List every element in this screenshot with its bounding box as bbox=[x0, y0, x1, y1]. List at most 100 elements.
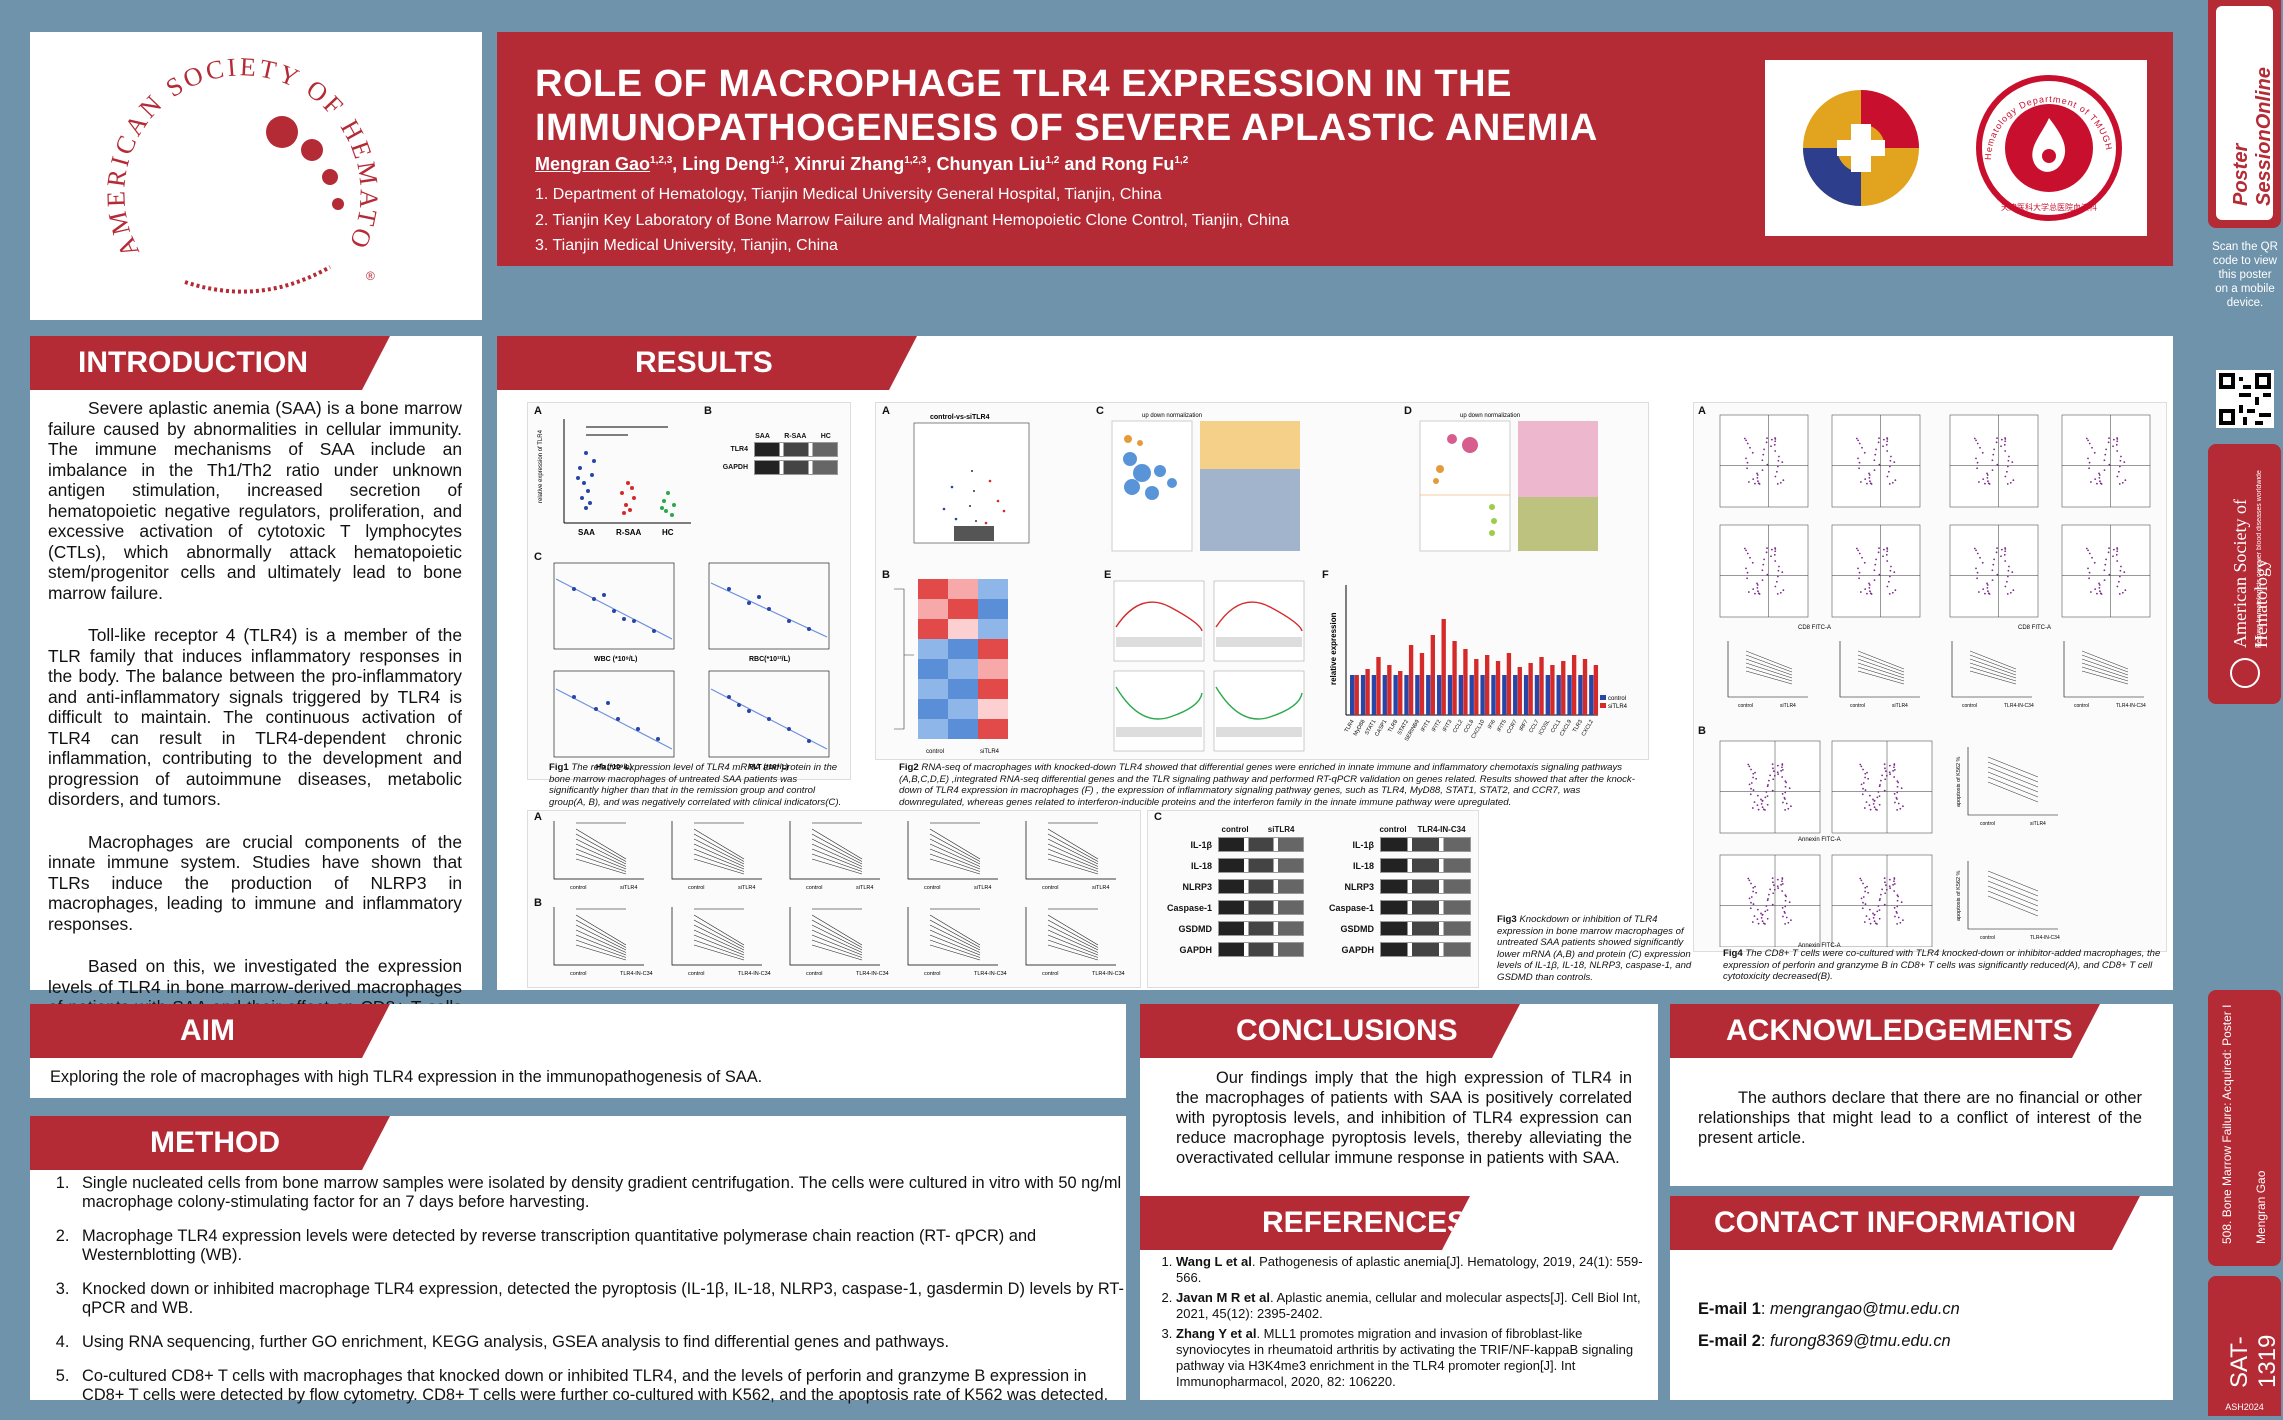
flow-plot bbox=[1949, 414, 2039, 508]
paired-plot: control TLR4-IN-C34 bbox=[671, 907, 771, 977]
fig3-caption: Fig3 Knockdown or inhibition of TLR4 exp… bbox=[1497, 914, 1692, 983]
conclusions-heading: CONCLUSIONS bbox=[1140, 1004, 1520, 1058]
affiliation-2: 2. Tianjin Key Laboratory of Bone Marrow… bbox=[535, 211, 1290, 229]
references-heading: REFERENCES bbox=[1140, 1196, 1470, 1250]
svg-text:control: control bbox=[926, 749, 944, 755]
axis-label: Annexin FITC-A bbox=[1798, 943, 1841, 947]
paired-plot: control siTLR4 bbox=[907, 821, 998, 891]
fig1-panel-a: A bbox=[534, 405, 542, 417]
fig1-dots bbox=[576, 451, 596, 510]
fig4-caption: Fig4 The CD8+ T cells were co-cultured w… bbox=[1723, 948, 2161, 983]
axis-tick-label: control bbox=[1962, 703, 1977, 709]
bar-sitlr4 bbox=[1463, 649, 1468, 715]
fig2-gsea-plots bbox=[1113, 580, 1305, 752]
fig2-bar-chart: relative expression control siTLR4 TLR4M… bbox=[1329, 585, 1628, 742]
intro-paragraph-1: Severe aplastic anemia (SAA) is a bone m… bbox=[48, 398, 462, 603]
method-step-3: Knocked down or inhibited macrophage TLR… bbox=[74, 1280, 1132, 1318]
axis-tick-label: TLR4-IN-C34 bbox=[620, 971, 653, 977]
method-step-1: Single nucleated cells from bone marrow … bbox=[74, 1174, 1132, 1212]
bar-sitlr4 bbox=[1387, 665, 1392, 715]
axis-tick-label: control bbox=[1738, 703, 1753, 709]
svg-text:relative expression: relative expression bbox=[1329, 612, 1338, 685]
sidebar-ash-icon bbox=[2230, 658, 2260, 688]
axis-tick-label: control bbox=[1850, 703, 1865, 709]
paired-plot: control TLR4-IN-C34 bbox=[1025, 907, 1125, 977]
method-panel: METHOD Single nucleated cells from bone … bbox=[30, 1116, 1126, 1404]
fig2-bubble-chart-d: up down normalization bbox=[1419, 413, 1598, 552]
axis-tick-label: control bbox=[570, 971, 587, 977]
svg-text:SAA: SAA bbox=[578, 528, 595, 537]
axis-tick-label: TLR4-IN-C34 bbox=[1092, 971, 1125, 977]
fig2-caption: Fig2 RNA-seq of macrophages with knocked… bbox=[899, 762, 1635, 808]
email-2-link[interactable]: furong8369@tmu.edu.cn bbox=[1769, 1332, 1951, 1350]
ash-logo-text: AMERICAN SOCIETY OF HEMATOLOGY bbox=[19, 9, 381, 262]
paired-plot: control TLR4-IN-C34 bbox=[907, 907, 1007, 977]
method-list: Single nucleated cells from bone marrow … bbox=[52, 1174, 1132, 1420]
sidebar-ash-tagline: Helping hematologists conquer blood dise… bbox=[2256, 470, 2263, 648]
gene-label: CCR7 bbox=[1506, 719, 1519, 735]
axis-tick-label: TLR4-IN-C34 bbox=[2116, 703, 2146, 709]
bar-control bbox=[1382, 675, 1387, 715]
author-1: Mengran Gao1,2,3 bbox=[535, 154, 673, 174]
bar-control bbox=[1458, 675, 1464, 715]
acknowledgements-text: The authors declare that there are no fi… bbox=[1698, 1089, 2142, 1147]
flow-plot bbox=[1719, 414, 1809, 508]
fig4-flow-plots: CD8 FITC-A CD8 FITC-A control siTLR4 control… bbox=[1719, 414, 2151, 947]
email-1-link[interactable]: mengrangao@tmu.edu.cn bbox=[1769, 1300, 1960, 1318]
axis-tick-label: siTLR4 bbox=[1780, 703, 1796, 709]
bar-sitlr4 bbox=[1485, 655, 1490, 715]
axis-tick-label: control bbox=[806, 971, 823, 977]
sidebar-brand-block: Poster SessionOnline bbox=[2208, 0, 2281, 228]
fig3-blot-left: control siTLR4 IL-1β IL-18 NLRP3 Caspase-… bbox=[1154, 825, 1304, 960]
bar-sitlr4 bbox=[1593, 665, 1599, 715]
bar-control bbox=[1360, 675, 1366, 715]
bar-sitlr4 bbox=[1561, 661, 1566, 715]
title-line-2: IMMUNOPATHOGENESIS OF SEVERE APLASTIC AN… bbox=[535, 107, 1598, 149]
paired-plot: control TLR4-IN-C34 bbox=[553, 907, 653, 977]
bar-sitlr4 bbox=[1354, 675, 1359, 715]
sidebar-id-block: SAT-1319 ASH2024 bbox=[2208, 1276, 2281, 1416]
axis-tick-label: control bbox=[1042, 971, 1059, 977]
fig2-term-table-c bbox=[1200, 421, 1300, 551]
bar-sitlr4 bbox=[1495, 661, 1501, 715]
flow-plot bbox=[2061, 414, 2151, 508]
ash-logo: AMERICAN SOCIETY OF HEMATOLOGY ® bbox=[19, 9, 381, 294]
bar-control bbox=[1415, 675, 1420, 715]
axis-tick-label: siTLR4 bbox=[738, 885, 755, 891]
method-step-4: Using RNA sequencing, further GO enrichm… bbox=[74, 1333, 1132, 1352]
bar-control bbox=[1545, 675, 1550, 715]
svg-text:RBC(*10¹²/L): RBC(*10¹²/L) bbox=[749, 656, 790, 663]
axis-tick-label: siTLR4 bbox=[974, 885, 991, 891]
figure-3: A B control siTLR4 control siTLR4 control siT… bbox=[527, 810, 1141, 988]
axis-tick-label: control bbox=[570, 885, 587, 891]
paired-plot: control siTLR4 bbox=[553, 821, 644, 891]
flow-plot bbox=[1831, 740, 1933, 834]
results-panel: RESULTS A relative expression of TLR4 SA… bbox=[497, 336, 2173, 990]
gene-label: IFI6 bbox=[1487, 719, 1497, 730]
fig3-line-plots: control siTLR4 control siTLR4 control siTLR4 c… bbox=[553, 821, 1125, 977]
bar-control bbox=[1371, 675, 1377, 715]
flow-plot bbox=[1831, 524, 1921, 618]
reference-1: Wang L et al. Pathogenesis of aplastic a… bbox=[1176, 1254, 1656, 1286]
sidebar-session-block: 508. Bone Marrow Failure: Acquired: Post… bbox=[2208, 990, 2281, 1266]
bar-sitlr4 bbox=[1365, 669, 1370, 715]
introduction-panel: INTRODUCTION Severe aplastic anemia (SAA… bbox=[30, 336, 482, 1058]
bar-control bbox=[1404, 675, 1409, 715]
qr-code[interactable] bbox=[2216, 370, 2274, 428]
bar-control bbox=[1447, 675, 1453, 715]
bar-control bbox=[1436, 675, 1442, 715]
figure-4: A CD8 FITC-A CD8 FITC-A control siTLR4 contr… bbox=[1693, 402, 2167, 952]
bar-control bbox=[1502, 675, 1507, 715]
axis-label: CD8 FITC-A bbox=[1798, 625, 1831, 631]
qr-instruction: Scan the QR code to view this poster on … bbox=[2212, 241, 2278, 309]
flow-plot bbox=[1719, 740, 1821, 834]
figure-2: A control-vs-siTLR4 C up down normalizat… bbox=[875, 402, 1649, 760]
axis-tick-label: siTLR4 bbox=[1092, 885, 1109, 891]
affiliation-1: 1. Department of Hematology, Tianjin Med… bbox=[535, 186, 1162, 203]
paired-plot: control siTLR4 bbox=[1025, 821, 1116, 891]
svg-text:HC: HC bbox=[662, 528, 674, 537]
fig1-correlation-plots: WBC (*10⁹/L) RBC(*10¹²/L) Hb (*10⁹/L) PL… bbox=[553, 562, 830, 771]
title-banner: ROLE OF MACROPHAGE TLR4 EXPRESSION IN TH… bbox=[497, 32, 2173, 266]
intro-paragraph-3: Macrophages are crucial components of th… bbox=[48, 831, 462, 934]
axis-tick-label: TLR4-IN-C34 bbox=[2030, 935, 2060, 941]
